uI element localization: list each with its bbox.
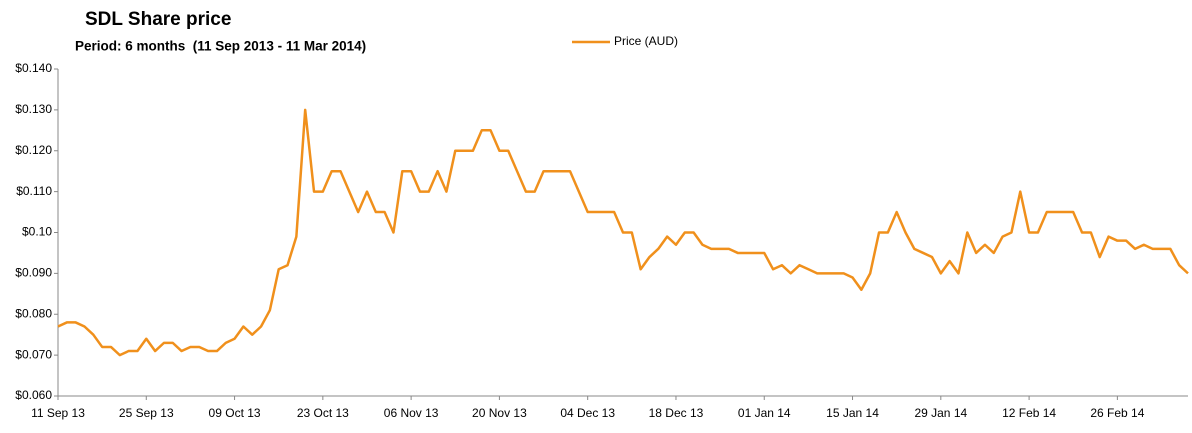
x-tick-label: 18 Dec 13 (649, 406, 704, 420)
y-tick-label: $0.120 (15, 143, 52, 157)
y-tick-label: $0.080 (15, 306, 52, 320)
x-tick-label: 26 Feb 14 (1090, 406, 1144, 420)
y-tick-label: $0.140 (15, 61, 52, 75)
x-tick-label: 09 Oct 13 (209, 406, 261, 420)
legend-label: Price (AUD) (614, 34, 678, 48)
y-tick-label: $0.070 (15, 347, 52, 361)
x-tick-label: 23 Oct 13 (297, 406, 349, 420)
chart-title: SDL Share price (85, 9, 231, 30)
x-tick-label: 04 Dec 13 (560, 406, 615, 420)
y-tick-label: $0.10 (22, 225, 52, 239)
chart-subtitle: Period: 6 months (11 Sep 2013 - 11 Mar 2… (75, 39, 366, 54)
y-tick-label: $0.110 (16, 184, 52, 198)
x-tick-label: 20 Nov 13 (472, 406, 527, 420)
x-tick-label: 01 Jan 14 (738, 406, 791, 420)
x-tick-label: 06 Nov 13 (384, 406, 439, 420)
x-tick-label: 11 Sep 13 (31, 406, 85, 420)
y-tick-label: $0.130 (15, 102, 52, 116)
x-tick-label: 25 Sep 13 (119, 406, 174, 420)
x-tick-label: 12 Feb 14 (1002, 406, 1056, 420)
x-tick-label: 15 Jan 14 (826, 406, 879, 420)
y-tick-label: $0.090 (15, 266, 52, 280)
price-line (57, 108, 1189, 357)
x-tick-label: 29 Jan 14 (914, 406, 967, 420)
y-tick-label: $0.060 (15, 388, 52, 402)
